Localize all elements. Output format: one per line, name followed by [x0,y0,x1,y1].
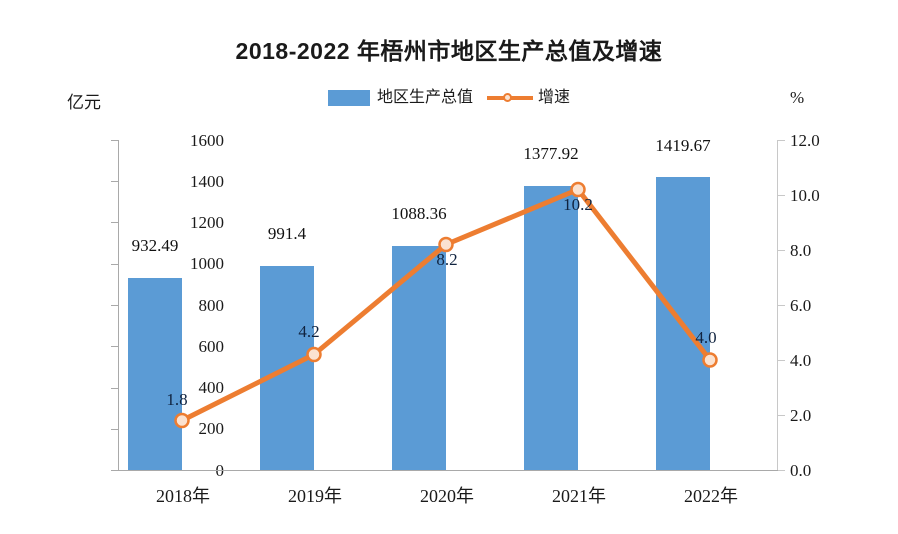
right-tick-mark-10 [778,195,785,196]
left-axis-line [118,140,119,470]
legend-line-swatch-icon [487,90,533,106]
left-tick-mark-800 [111,305,118,306]
left-tick-mark-1200 [111,222,118,223]
left-tick-mark-0 [111,470,118,471]
legend-item-gdp: 地区生产总值 [327,89,473,106]
x-axis-line [118,470,778,471]
left-tick-mark-1400 [111,181,118,182]
right-tick-8: 8.0 [790,241,812,260]
legend-line-marker-icon [503,93,512,102]
left-tick-1400: 1400 [190,172,224,191]
bar-value-2021: 1377.92 [523,144,579,163]
legend-bar-swatch-icon [327,90,370,106]
x-tick-2020: 2020年 [420,486,474,506]
growth-value-2018: 1.8 [166,390,188,409]
x-tick-2018: 2018年 [156,486,210,506]
left-tick-mark-1600 [111,140,118,141]
right-tick-4: 4.0 [790,351,812,370]
right-tick-mark-2 [778,415,785,416]
legend-item-growth: 增速 [487,90,570,106]
chart-legend: 地区生产总值 增速 [0,90,898,106]
right-axis-line [777,140,778,470]
right-tick-12: 12.0 [790,131,820,150]
legend-label-growth: 增速 [538,89,571,106]
right-tick-mark-12 [778,140,785,141]
bar-2019 [260,265,314,470]
x-tick-2021: 2021年 [552,486,606,506]
x-tick-2019: 2019年 [288,486,342,506]
bar-2020 [392,245,446,470]
growth-value-2019: 4.2 [298,322,320,341]
growth-value-2021: 10.2 [563,195,593,214]
right-tick-0: 0.0 [790,461,812,480]
bar-2022 [656,177,710,470]
chart-title: 2018-2022 年梧州市地区生产总值及增速 [235,38,663,64]
bar-value-2018: 932.49 [131,236,179,255]
right-axis-unit-label: % [790,88,805,107]
right-tick-mark-4 [778,360,785,361]
right-tick-10: 10.0 [790,186,820,205]
bottom-caption [0,524,898,534]
plot-area [111,140,785,471]
left-tick-mark-400 [111,388,118,389]
left-tick-mark-600 [111,346,118,347]
right-tick-6: 6.0 [790,296,812,315]
bar-2021 [524,185,578,470]
right-tick-2: 2.0 [790,406,812,425]
left-axis-unit-label: 亿元 [67,93,101,112]
left-tick-200: 200 [198,419,225,438]
legend-label-gdp: 地区生产总值 [376,89,473,106]
right-tick-mark-0 [778,470,785,471]
right-tick-mark-6 [778,305,785,306]
left-tick-1600: 1600 [190,131,224,150]
x-tick-2022: 2022年 [684,486,738,506]
bar-value-2022: 1419.67 [655,136,711,155]
bar-value-2019: 991.4 [267,224,307,243]
bar-2018 [128,277,182,470]
growth-value-2022: 4.0 [695,328,717,347]
growth-value-2020: 8.2 [436,250,458,269]
left-tick-mark-200 [111,429,118,430]
bar-value-2020: 1088.36 [391,204,447,223]
left-tick-mark-1000 [111,264,118,265]
right-tick-mark-8 [778,250,785,251]
